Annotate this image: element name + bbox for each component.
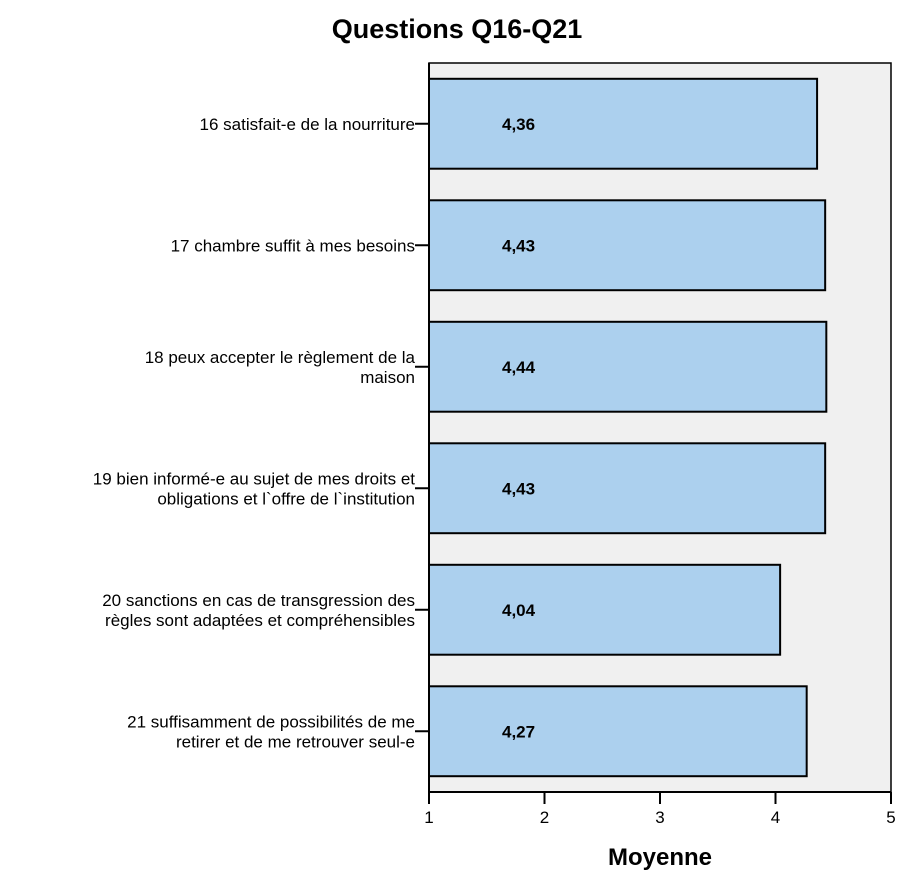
category-label-6-line-1: 21 suffisamment de possibilités de me xyxy=(127,712,415,731)
category-label-4-line-1: 19 bien informé-e au sujet de mes droits… xyxy=(93,469,416,488)
plot-area xyxy=(428,62,892,793)
data-label-2: 4,43 xyxy=(502,236,535,255)
bars-group: 4,36 16 satisfait-e de la nourriture 4,43 1… xyxy=(93,77,828,778)
data-label-4: 4,43 xyxy=(502,479,535,498)
data-label-5: 4,04 xyxy=(502,601,536,620)
category-label-6-line-2: retirer et de me retrouver seul-e xyxy=(176,732,415,751)
category-label-5-line-1: 20 sanctions en cas de transgression des xyxy=(102,591,415,610)
category-label-4-line-2: obligations et l`offre de l`institution xyxy=(157,489,415,508)
chart-title: Questions Q16-Q21 xyxy=(332,14,583,44)
data-label-1: 4,36 xyxy=(502,115,535,134)
x-tick-label-5: 5 xyxy=(886,808,895,827)
x-axis-label: Moyenne xyxy=(608,844,712,871)
bar-2 xyxy=(428,199,827,292)
category-label-5-line-2: règles sont adaptées et compréhensibles xyxy=(105,611,415,630)
bar-1 xyxy=(428,77,819,170)
bar-3 xyxy=(428,320,828,413)
category-label-1-line-1: 16 satisfait-e de la nourriture xyxy=(200,115,415,134)
category-label-3-line-1: 18 peux accepter le règlement de la xyxy=(145,348,416,367)
x-tick-label-2: 2 xyxy=(540,808,549,827)
x-tick-label-4: 4 xyxy=(771,808,780,827)
x-axis-ticks: 1 2 3 4 5 xyxy=(424,792,896,827)
x-tick-label-3: 3 xyxy=(655,808,664,827)
bar-5 xyxy=(428,563,782,656)
x-tick-label-1: 1 xyxy=(424,808,433,827)
bar-4 xyxy=(428,442,827,535)
category-label-3-line-2: maison xyxy=(360,368,415,387)
category-label-2-line-1: 17 chambre suffit à mes besoins xyxy=(171,236,415,255)
data-label-3: 4,44 xyxy=(502,358,536,377)
bar-6 xyxy=(428,685,808,778)
data-label-6: 4,27 xyxy=(502,722,535,741)
